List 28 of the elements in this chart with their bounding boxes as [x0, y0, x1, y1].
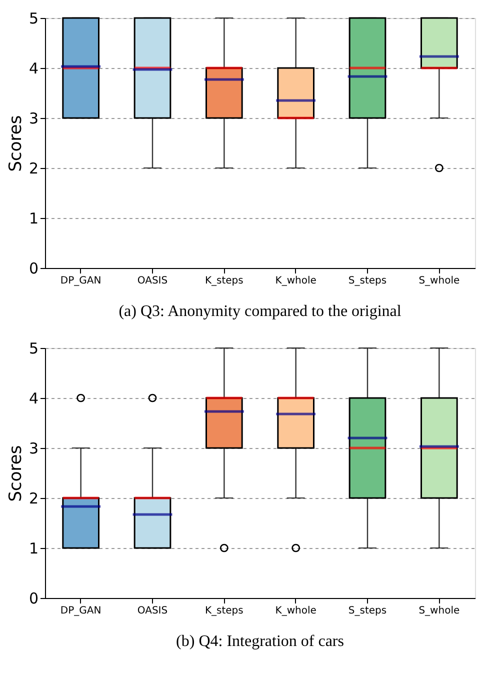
y-tick-label: 3	[28, 110, 38, 128]
x-tick-label: S_steps	[348, 276, 387, 286]
x-tick-label: OASIS	[137, 606, 168, 616]
y-tick-label: 0	[28, 260, 38, 278]
y-tick-label: 0	[28, 590, 38, 608]
y-tick-label: 5	[28, 10, 38, 28]
y-tick-label: 4	[28, 60, 38, 78]
y-tick-label: 3	[28, 440, 38, 458]
x-tick-label: DP_GAN	[60, 606, 102, 616]
x-tick-label: OASIS	[137, 276, 168, 286]
y-axis-title: Scores	[6, 115, 26, 172]
x-tick-label: S_steps	[348, 606, 387, 616]
text: (a) Q3: Anonymity compared to the original	[118, 303, 402, 320]
y-tick-label: 5	[28, 340, 38, 358]
y-tick-label: 2	[28, 160, 38, 178]
x-tick-label: DP_GAN	[60, 276, 102, 286]
y-tick-label: 1	[28, 210, 38, 228]
x-tick-label: K_steps	[204, 606, 244, 616]
y-tick-label: 2	[28, 490, 38, 508]
text: (b) Q4: Integration of cars	[176, 633, 344, 650]
x-tick-label: S_whole	[418, 606, 460, 616]
x-tick-label: K_steps	[204, 276, 244, 286]
x-tick-label: S_whole	[418, 276, 460, 286]
x-tick-label: K_whole	[275, 606, 316, 616]
y-axis-title: Scores	[6, 445, 26, 502]
x-tick-label: K_whole	[275, 276, 316, 286]
y-tick-label: 4	[28, 390, 38, 408]
y-tick-label: 1	[28, 540, 38, 558]
